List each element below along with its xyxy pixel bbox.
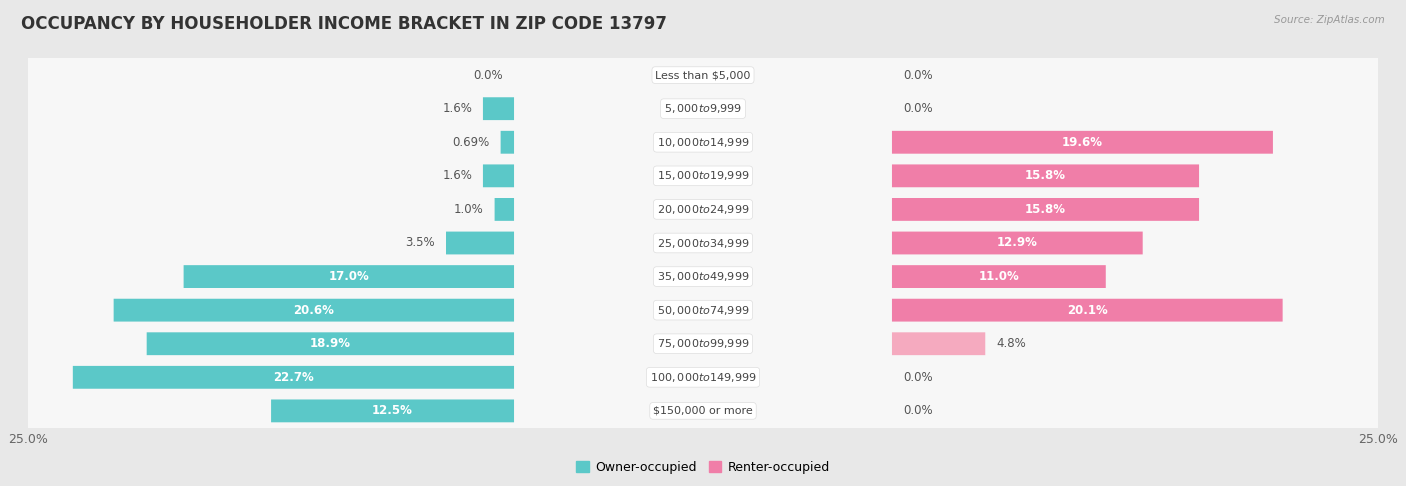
FancyBboxPatch shape: [184, 265, 515, 288]
Text: 20.6%: 20.6%: [294, 304, 335, 317]
Text: $15,000 to $19,999: $15,000 to $19,999: [657, 169, 749, 182]
Text: 12.9%: 12.9%: [997, 237, 1038, 249]
Text: 1.6%: 1.6%: [443, 102, 472, 115]
Text: 22.7%: 22.7%: [273, 371, 314, 384]
Text: 12.5%: 12.5%: [373, 404, 413, 417]
Text: $100,000 to $149,999: $100,000 to $149,999: [650, 371, 756, 384]
FancyBboxPatch shape: [24, 258, 1382, 295]
FancyBboxPatch shape: [24, 157, 1382, 195]
Text: 15.8%: 15.8%: [1025, 203, 1066, 216]
Text: 0.0%: 0.0%: [903, 404, 932, 417]
Text: $25,000 to $34,999: $25,000 to $34,999: [657, 237, 749, 249]
Text: 15.8%: 15.8%: [1025, 169, 1066, 182]
Text: 11.0%: 11.0%: [979, 270, 1019, 283]
Text: 0.0%: 0.0%: [474, 69, 503, 82]
FancyBboxPatch shape: [146, 332, 515, 355]
Text: 1.0%: 1.0%: [454, 203, 484, 216]
FancyBboxPatch shape: [24, 123, 1382, 161]
FancyBboxPatch shape: [24, 56, 1382, 94]
Text: 3.5%: 3.5%: [405, 237, 436, 249]
Text: 0.69%: 0.69%: [453, 136, 489, 149]
Text: 17.0%: 17.0%: [329, 270, 370, 283]
Text: 4.8%: 4.8%: [995, 337, 1026, 350]
FancyBboxPatch shape: [114, 299, 515, 322]
Text: $10,000 to $14,999: $10,000 to $14,999: [657, 136, 749, 149]
FancyBboxPatch shape: [24, 392, 1382, 430]
FancyBboxPatch shape: [24, 90, 1382, 127]
FancyBboxPatch shape: [24, 359, 1382, 396]
FancyBboxPatch shape: [891, 232, 1143, 254]
Text: 1.6%: 1.6%: [443, 169, 472, 182]
FancyBboxPatch shape: [891, 332, 986, 355]
Text: $50,000 to $74,999: $50,000 to $74,999: [657, 304, 749, 317]
FancyBboxPatch shape: [482, 164, 515, 187]
FancyBboxPatch shape: [24, 291, 1382, 329]
Text: $75,000 to $99,999: $75,000 to $99,999: [657, 337, 749, 350]
Text: 0.0%: 0.0%: [903, 69, 932, 82]
Text: $20,000 to $24,999: $20,000 to $24,999: [657, 203, 749, 216]
FancyBboxPatch shape: [24, 325, 1382, 363]
FancyBboxPatch shape: [24, 191, 1382, 228]
Text: 18.9%: 18.9%: [309, 337, 352, 350]
FancyBboxPatch shape: [482, 97, 515, 120]
Text: $35,000 to $49,999: $35,000 to $49,999: [657, 270, 749, 283]
FancyBboxPatch shape: [891, 265, 1105, 288]
Text: Less than $5,000: Less than $5,000: [655, 70, 751, 80]
Text: 0.0%: 0.0%: [903, 371, 932, 384]
FancyBboxPatch shape: [446, 232, 515, 254]
Text: $150,000 or more: $150,000 or more: [654, 406, 752, 416]
FancyBboxPatch shape: [891, 164, 1199, 187]
Text: OCCUPANCY BY HOUSEHOLDER INCOME BRACKET IN ZIP CODE 13797: OCCUPANCY BY HOUSEHOLDER INCOME BRACKET …: [21, 15, 666, 33]
Text: 20.1%: 20.1%: [1067, 304, 1108, 317]
FancyBboxPatch shape: [271, 399, 515, 422]
FancyBboxPatch shape: [501, 131, 515, 154]
Text: 19.6%: 19.6%: [1062, 136, 1102, 149]
Legend: Owner-occupied, Renter-occupied: Owner-occupied, Renter-occupied: [571, 456, 835, 479]
Text: 0.0%: 0.0%: [903, 102, 932, 115]
FancyBboxPatch shape: [891, 198, 1199, 221]
FancyBboxPatch shape: [73, 366, 515, 389]
FancyBboxPatch shape: [495, 198, 515, 221]
FancyBboxPatch shape: [891, 131, 1272, 154]
Text: Source: ZipAtlas.com: Source: ZipAtlas.com: [1274, 15, 1385, 25]
FancyBboxPatch shape: [24, 224, 1382, 262]
FancyBboxPatch shape: [891, 299, 1282, 322]
Text: $5,000 to $9,999: $5,000 to $9,999: [664, 102, 742, 115]
